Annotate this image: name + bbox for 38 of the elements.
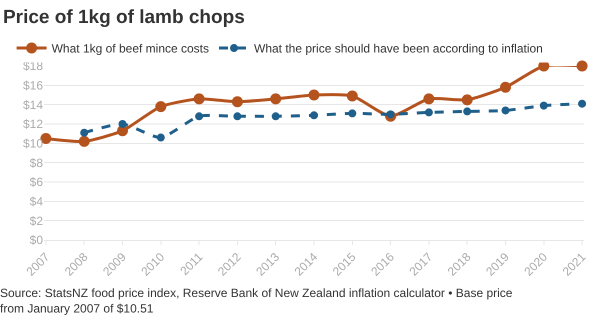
point (233, 112, 242, 120)
legend-label: What the price should have been according to inflation (254, 42, 543, 56)
point (118, 120, 127, 128)
point (232, 96, 243, 108)
chart-title: Price of 1kg of lamb chops (3, 6, 245, 28)
point (270, 93, 282, 104)
point (500, 82, 511, 93)
y-tick-label: $0 (30, 233, 44, 248)
point (386, 110, 395, 118)
point (310, 111, 318, 120)
y-tick-label: $4 (30, 194, 44, 209)
y-tick-label: $6 (30, 175, 44, 190)
y-tick-label: $16 (22, 78, 44, 93)
point (463, 107, 472, 116)
y-tick-label: $10 (22, 136, 44, 151)
y-tick-label: $12 (22, 117, 44, 132)
point (308, 90, 320, 100)
y-tick-label: $8 (30, 156, 44, 170)
point (272, 112, 280, 120)
point (576, 60, 588, 72)
source-note: Source: StatsNZ food price index, Reserve Bank of New Zealand inflation calculator • Base price from January 2007 of $10.51 (0, 286, 513, 316)
point (155, 101, 166, 112)
point (156, 134, 165, 142)
point (348, 109, 356, 118)
point (423, 93, 434, 104)
point (462, 94, 473, 106)
y-tick-label: $2 (30, 214, 44, 228)
point (501, 106, 510, 114)
point (424, 108, 433, 116)
y-tick-label: $14 (22, 98, 44, 112)
legend-label: What 1kg of beef mince costs (52, 42, 210, 56)
point (346, 90, 358, 102)
point (540, 102, 548, 110)
point (195, 112, 204, 120)
point (578, 100, 586, 108)
point (80, 128, 88, 137)
point (78, 136, 90, 147)
point (194, 93, 205, 104)
